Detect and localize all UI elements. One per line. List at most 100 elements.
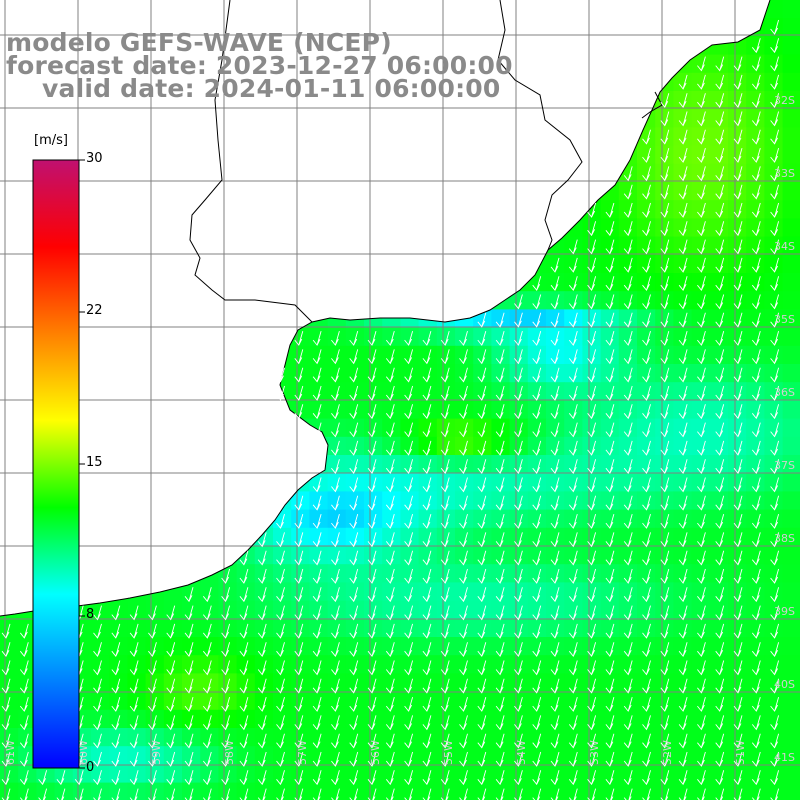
wind-arrow	[715, 696, 725, 712]
wind-cell	[236, 673, 256, 693]
wind-cell	[746, 182, 765, 201]
wind-cell	[345, 655, 365, 674]
wind-cell	[345, 764, 365, 784]
wind-arrow	[440, 568, 450, 584]
wind-cell	[691, 54, 711, 74]
wind-cell	[364, 764, 383, 784]
wind-arrow	[642, 294, 651, 310]
wind-cell	[509, 436, 529, 456]
wind-arrow	[587, 550, 597, 566]
wind-arrow	[770, 367, 780, 383]
wind-arrow	[385, 733, 395, 749]
wind-arrow	[697, 385, 706, 401]
wind-arrow	[276, 660, 285, 676]
wind-cell	[637, 145, 656, 165]
wind-cell	[655, 618, 674, 638]
wind-cell	[709, 364, 729, 383]
wind-arrow	[568, 513, 578, 529]
wind-arrow	[605, 696, 615, 712]
wind-arrow	[440, 678, 450, 694]
wind-cell	[764, 728, 784, 747]
wind-cell	[345, 728, 365, 747]
wind-cell	[782, 273, 800, 292]
wind-cell	[400, 709, 420, 729]
wind-arrow	[312, 477, 322, 493]
wind-arrow	[697, 587, 706, 603]
wind-cell	[527, 509, 547, 529]
wind-cell	[273, 764, 292, 784]
wind-cell	[564, 254, 583, 274]
wind-cell	[291, 728, 310, 747]
wind-cell	[673, 309, 693, 329]
wind-arrow	[495, 532, 505, 548]
wind-cell	[618, 655, 638, 674]
wind-arrow	[367, 385, 377, 401]
wind-cell	[655, 345, 674, 365]
wind-cell	[709, 473, 729, 492]
wind-arrow	[459, 422, 468, 438]
wind-cell	[546, 418, 565, 438]
wind-cell	[546, 582, 565, 602]
wind-arrow	[532, 422, 542, 438]
wind-cell	[327, 345, 347, 365]
wind-cell	[637, 455, 656, 474]
wind-cell	[691, 309, 711, 329]
wind-cell	[218, 618, 238, 638]
wind-cell	[764, 418, 784, 438]
wind-cell	[491, 709, 511, 729]
wind-arrow	[678, 513, 688, 529]
wind-arrow	[477, 696, 487, 712]
wind-arrow	[477, 678, 487, 694]
wind-arrow	[440, 440, 450, 456]
wind-cell	[582, 309, 602, 329]
wind-arrow	[294, 385, 304, 401]
wind-cell	[145, 782, 165, 800]
wind-cell	[236, 746, 256, 765]
wind-arrow	[605, 477, 615, 493]
wind-cell	[655, 273, 674, 292]
wind-arrow	[385, 385, 395, 401]
wind-arrow	[623, 349, 633, 365]
wind-arrow	[257, 568, 267, 584]
wind-arrow	[404, 623, 414, 639]
wind-arrow	[532, 642, 542, 658]
wind-cell	[345, 691, 365, 711]
wind-cell	[546, 291, 565, 310]
wind-arrow	[495, 568, 505, 584]
wind-cell	[327, 673, 347, 693]
wind-cell	[764, 145, 784, 165]
wind-cell	[618, 673, 638, 693]
wind-arrow	[294, 404, 304, 420]
wind-cell	[746, 728, 765, 747]
wind-arrow	[404, 678, 414, 694]
wind-arrow	[697, 678, 706, 694]
wind-arrow	[697, 404, 706, 420]
wind-cell	[782, 145, 800, 165]
wind-cell	[18, 618, 37, 638]
wind-arrow	[733, 422, 743, 438]
wind-cell	[436, 746, 456, 765]
wind-arrow	[697, 312, 706, 328]
wind-cell	[582, 618, 602, 638]
wind-arrow	[349, 623, 359, 639]
wind-arrow	[751, 550, 761, 566]
wind-arrow	[642, 459, 651, 475]
wind-arrow	[422, 587, 432, 603]
wind-arrow	[459, 623, 468, 639]
wind-arrow	[477, 513, 487, 529]
wind-arrow	[440, 605, 450, 621]
wind-arrow	[422, 367, 432, 383]
wind-cell	[564, 364, 583, 383]
wind-cell	[473, 382, 492, 401]
wind-cell	[655, 182, 674, 201]
wind-cell	[618, 473, 638, 492]
wind-arrow	[349, 349, 359, 365]
wind-arrow	[202, 788, 212, 800]
wind-cell	[491, 637, 511, 656]
wind-arrow	[19, 770, 29, 786]
wind-cell	[782, 254, 800, 274]
wind-arrow	[331, 788, 340, 800]
wind-arrow	[623, 568, 633, 584]
wind-cell	[527, 345, 547, 365]
wind-arrow	[276, 513, 285, 529]
